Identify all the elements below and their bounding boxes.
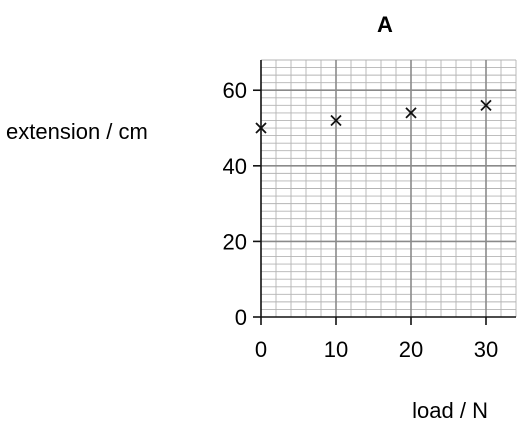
data-point: [255, 122, 267, 134]
data-point: [405, 107, 417, 119]
data-point: [330, 114, 342, 127]
tick-marks: [253, 89, 487, 325]
x-tick-label: 30: [474, 337, 498, 362]
x-tick-label: 10: [324, 337, 348, 362]
y-axis-label: extension / cm: [6, 119, 148, 144]
data-points: [255, 99, 492, 134]
axes: [260, 60, 516, 318]
y-tick-label: 40: [223, 154, 247, 179]
y-tick-label: 20: [223, 229, 247, 254]
tick-labels: 0 10 20 30 0 20 40 60: [223, 78, 499, 362]
x-tick-label: 0: [255, 337, 267, 362]
y-tick-label: 0: [235, 305, 247, 330]
y-tick-label: 60: [223, 78, 247, 103]
data-point: [480, 99, 492, 111]
x-axis-label: load / N: [412, 398, 488, 421]
grid-minor: [261, 59, 517, 317]
grid-major: [261, 60, 516, 317]
chart-title: A: [377, 12, 393, 37]
x-tick-label: 20: [399, 337, 423, 362]
